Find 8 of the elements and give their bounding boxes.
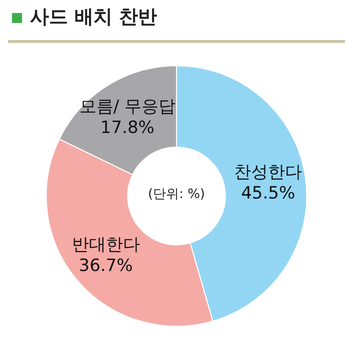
slice-label: 모름/ 무응답 xyxy=(79,97,176,118)
data-label: 36.7% xyxy=(78,256,133,276)
slice-label: 반대한다 xyxy=(72,235,140,256)
text: (단위: %) xyxy=(148,187,206,202)
slice-label: 찬성한다 xyxy=(234,162,302,182)
chart-title: 사드 배치 찬반 xyxy=(30,5,158,30)
data-label: 17.8% xyxy=(100,118,154,138)
data-label: 45.5% xyxy=(241,183,296,204)
